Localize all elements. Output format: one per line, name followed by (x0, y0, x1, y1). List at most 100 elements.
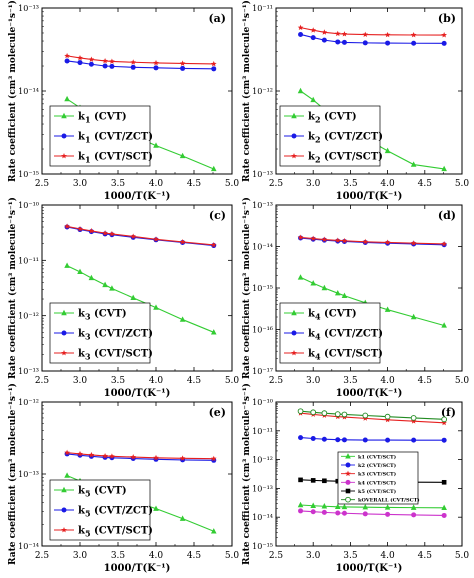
data-point (441, 512, 447, 518)
legend-marker (291, 153, 297, 159)
data-point (411, 437, 417, 443)
data-point (441, 322, 447, 328)
data-point (341, 31, 348, 37)
data-point (310, 478, 316, 483)
x-tick-label: 4.0 (380, 551, 395, 561)
x-tick-label: 5.0 (225, 551, 240, 561)
data-point (102, 281, 108, 288)
x-tick-label: 3.5 (111, 376, 126, 386)
legend-marker (345, 453, 351, 459)
x-tick-label: 3.5 (343, 376, 358, 386)
x-tick-label: 5.0 (455, 179, 470, 189)
legend-k: k (78, 349, 86, 360)
data-point (321, 284, 328, 291)
data-point (130, 233, 137, 239)
data-point (180, 65, 186, 71)
data-point (385, 437, 391, 443)
data-point (77, 54, 83, 61)
data-point (411, 40, 417, 46)
legend-method: (CVT/SCT) (91, 526, 153, 537)
data-point (441, 32, 447, 38)
data-point (441, 419, 447, 426)
y-axis-title: Rate coefficient (cm³ molecule⁻¹s⁻¹) (7, 0, 18, 182)
legend-k: k (308, 349, 316, 360)
x-axis-title: 1000/T(K⁻¹) (336, 563, 403, 574)
legend-entry: k1 (CVT/SCT) (358, 453, 396, 460)
data-point (310, 436, 316, 442)
data-point (88, 274, 95, 281)
data-point (297, 274, 304, 280)
data-point (102, 230, 108, 236)
data-point (411, 512, 417, 518)
y-tick-label: 10⁻¹⁰ (252, 398, 273, 407)
legend-subscript: 3 (85, 332, 91, 342)
legend-marker (61, 507, 67, 513)
x-tick-label: 2.5 (35, 179, 50, 189)
data-point (384, 306, 391, 312)
data-point (88, 56, 95, 62)
data-point (64, 58, 70, 64)
x-tick-label: 4.0 (149, 376, 164, 386)
legend-k: k (78, 329, 86, 340)
panel-label: (a) (208, 12, 226, 25)
data-point (179, 515, 186, 521)
legend-marker (61, 112, 67, 119)
series-line-3 (66, 55, 214, 65)
data-point (210, 241, 217, 248)
data-point (384, 413, 391, 420)
legend-marker (61, 133, 67, 139)
data-point (109, 453, 115, 459)
data-point (109, 63, 115, 69)
legend-k: k (78, 132, 86, 143)
legend-marker (61, 350, 67, 356)
legend-k: k (78, 309, 86, 320)
y-axis-title: Rate coefficient (cm³ molecule⁻¹s⁻¹) (241, 197, 252, 379)
data-point (130, 454, 137, 460)
data-point (341, 437, 347, 443)
data-point (362, 412, 369, 419)
data-point (64, 52, 70, 59)
legend-entry: k1 (CVT/ZCT) (78, 132, 153, 145)
data-point (341, 237, 348, 244)
y-tick-label: 10⁻¹⁵ (252, 542, 273, 551)
data-point (384, 416, 391, 423)
x-tick-label: 2.5 (269, 551, 284, 561)
series-line-3 (66, 225, 214, 246)
legend: k1 (CVT/SCT) k2 (CVT/SCT) k3 (CVT/SCT)k4 (… (337, 451, 420, 505)
x-tick-label: 3.0 (306, 551, 321, 561)
data-point (441, 504, 447, 511)
x-tick-label: 4.5 (187, 179, 202, 189)
data-point (64, 449, 70, 456)
data-point (179, 316, 186, 322)
data-point (109, 58, 115, 64)
legend-k: k (308, 309, 316, 320)
data-point (298, 477, 303, 483)
x-tick-label: 3.5 (343, 179, 358, 189)
data-point (179, 152, 186, 159)
x-axis-title: 1000/T(K⁻¹) (104, 191, 171, 202)
legend-marker (291, 133, 297, 139)
x-tick-label: 2.5 (35, 551, 50, 561)
data-point (179, 238, 186, 245)
data-point (385, 40, 391, 46)
data-point (362, 238, 369, 245)
data-point (334, 289, 341, 296)
x-tick-label: 3.5 (343, 551, 358, 561)
legend-entry: k4 (CVT/SCT) (308, 349, 383, 362)
legend-subscript: 3 (85, 352, 91, 362)
legend-box (337, 451, 419, 505)
legend-marker (291, 112, 297, 119)
data-point (297, 501, 304, 508)
data-point (362, 504, 369, 510)
legend-subscript: 5 (85, 509, 91, 519)
y-axis-title: Rate coefficient (cm³ molecule⁻¹s⁻¹) (7, 383, 18, 565)
x-tick-label: 2.5 (269, 376, 284, 386)
x-axis-title: 1000/T(K⁻¹) (336, 191, 403, 202)
legend-subscript: 1 (85, 155, 91, 165)
series-line-2 (300, 33, 445, 44)
data-point (441, 240, 447, 247)
